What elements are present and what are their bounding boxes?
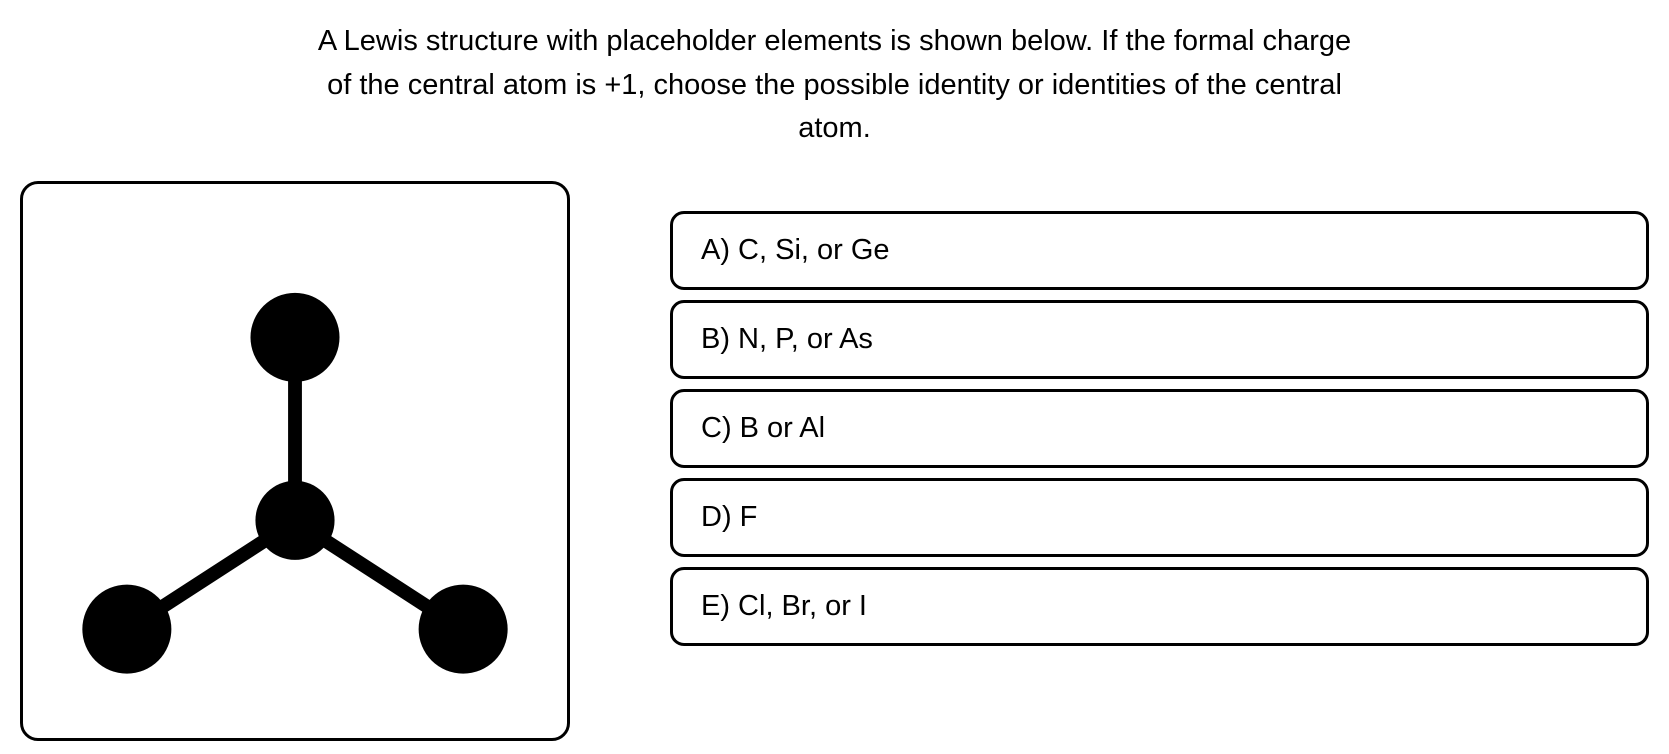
option-a[interactable]: A) C, Si, or Ge xyxy=(670,211,1649,290)
lewis-structure-diagram xyxy=(20,181,570,741)
question-line-1: A Lewis structure with placeholder eleme… xyxy=(318,25,1351,57)
option-label: E) Cl, Br, or I xyxy=(701,590,867,622)
option-b[interactable]: B) N, P, or As xyxy=(670,300,1649,379)
option-label: D) F xyxy=(701,501,757,533)
option-c[interactable]: C) B or Al xyxy=(670,389,1649,468)
option-label: B) N, P, or As xyxy=(701,323,873,355)
lewis-structure-svg xyxy=(23,184,567,738)
answer-options: A) C, Si, or Ge B) N, P, or As C) B or A… xyxy=(670,181,1649,646)
option-label: C) B or Al xyxy=(701,412,825,444)
option-d[interactable]: D) F xyxy=(670,478,1649,557)
question-line-2: of the central atom is +1, choose the po… xyxy=(327,69,1342,101)
option-e[interactable]: E) Cl, Br, or I xyxy=(670,567,1649,646)
content-row: A) C, Si, or Ge B) N, P, or As C) B or A… xyxy=(10,181,1659,741)
question-text: A Lewis structure with placeholder eleme… xyxy=(235,20,1435,151)
question-line-3: atom. xyxy=(798,112,871,144)
option-label: A) C, Si, or Ge xyxy=(701,234,890,266)
